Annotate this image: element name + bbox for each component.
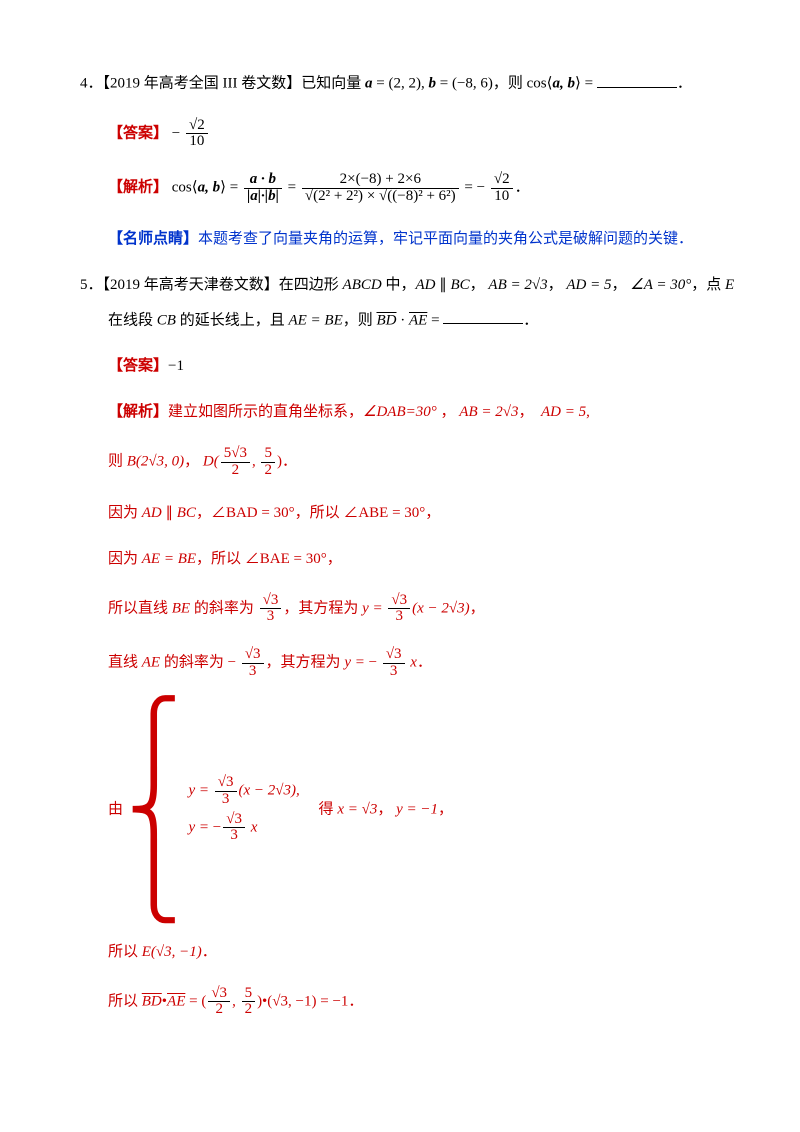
q5-number: 5． xyxy=(80,277,103,293)
q5-sol9: 所以 BD•AE = (√32, 52)•(√3, −1) = −1． xyxy=(80,986,740,1019)
q4-stem: 4．【2019 年高考全国 III 卷文数】已知向量 a = (2, 2), b… xyxy=(80,70,740,96)
q5-sol4: 因为 AE = BE，所以 ∠BAE = 30°， xyxy=(80,547,740,571)
q5-sol6: 直线 AE 的斜率为 − √33，其方程为 y = − √33 x． xyxy=(80,647,740,680)
q4-comment: 【名师点睛】本题考查了向量夹角的运算，牢记平面向量的夹角公式是破解问题的关键． xyxy=(80,227,740,251)
left-brace-icon: ⎧⎨⎩ xyxy=(127,702,181,918)
q5-source: 【2019 年高考天津卷文数】 xyxy=(103,277,279,293)
q5-sol7: 由 ⎧⎨⎩ y = √33(x − 2√3), y = −√33 x 得 x =… xyxy=(80,702,740,918)
q4-answer: 【答案】 − √2 10 xyxy=(80,118,740,151)
solution-label: 【解析】 xyxy=(108,180,168,196)
q4-number: 4． xyxy=(80,76,103,92)
q5-blank xyxy=(443,307,523,325)
q5-sol1: 【解析】建立如图所示的直角坐标系，∠DAB=30° ， AB = 2√3， AD… xyxy=(80,400,740,424)
q5-stem1: 5．【2019 年高考天津卷文数】在四边形 ABCD 中，AD ∥ BC， AB… xyxy=(80,273,740,297)
q5-stem2: 在线段 CB 的延长线上，且 AE = BE，则 BD · AE = ． xyxy=(80,307,740,333)
q4-solution: 【解析】 cos⟨a, b⟩ = a · b |a|·|b| = 2×(−8) … xyxy=(80,172,740,205)
q4-answer-fraction: √2 10 xyxy=(186,118,208,151)
comment-label: 【名师点睛】 xyxy=(108,231,198,247)
q5-sol5: 所以直线 BE 的斜率为 √33，其方程为 y = √33(x − 2√3)， xyxy=(80,593,740,626)
q5-sol3: 因为 AD ∥ BC，∠BAD = 30°，所以 ∠ABE = 30°， xyxy=(80,501,740,525)
q5-answer: 【答案】−1 xyxy=(80,354,740,378)
q5-sol2: 则 B(2√3, 0)， D(5√32, 52)． xyxy=(80,446,740,479)
q4-blank xyxy=(597,70,677,88)
q5-sol8: 所以 E(√3, −1)． xyxy=(80,940,740,964)
answer-label: 【答案】 xyxy=(108,125,168,141)
q4-source: 【2019 年高考全国 III 卷文数】 xyxy=(103,76,302,92)
